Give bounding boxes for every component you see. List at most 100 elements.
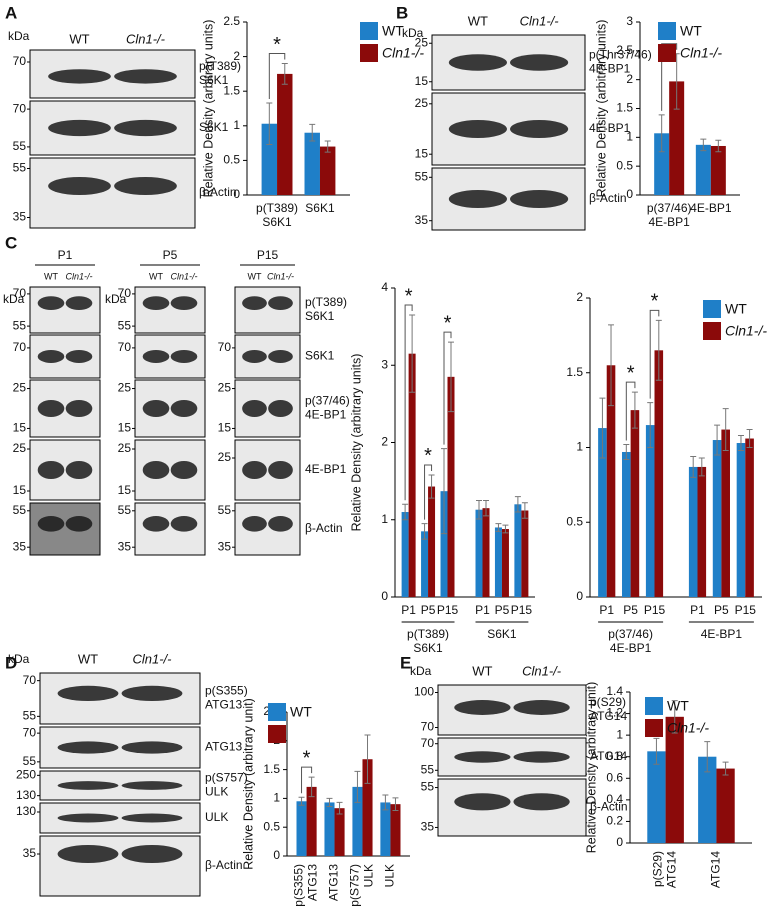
- group-label: p(T389) S6K1: [407, 627, 449, 655]
- legend-swatch: [360, 44, 378, 62]
- error-bar: [266, 102, 273, 145]
- column-header: P5: [163, 248, 178, 262]
- marker-label: 55: [218, 503, 232, 517]
- y-tick-label: 0: [381, 589, 388, 603]
- y-tick-label: 3: [626, 14, 633, 28]
- error-bar: [690, 455, 697, 478]
- y-tick-label: 1.5: [616, 101, 633, 115]
- bar: [630, 410, 640, 597]
- blot-band: [242, 516, 267, 532]
- y-tick-label: 0: [616, 835, 623, 849]
- blot-band: [242, 399, 267, 418]
- y-tick-label: 0.6: [606, 770, 623, 784]
- protein-label: p(S29) ATG14: [590, 695, 627, 723]
- marker-label: 25: [118, 381, 132, 395]
- x-tick-label: P1: [475, 603, 490, 617]
- marker-label: 250: [16, 768, 36, 782]
- legend-swatch: [268, 703, 286, 721]
- error-bar: [476, 499, 482, 520]
- legend-swatch: [268, 725, 286, 743]
- marker-label: 70: [13, 340, 27, 354]
- bar: [721, 429, 730, 597]
- x-tick-label: p(S29)ATG14: [651, 851, 679, 888]
- bar: [475, 509, 483, 597]
- error-bar: [746, 429, 753, 448]
- x-tick-label: P1: [690, 603, 705, 617]
- x-tick-label: p(S355)ATG13: [292, 864, 320, 907]
- error-bar: [722, 408, 729, 451]
- blot-band: [268, 516, 293, 532]
- blot-panel: [134, 286, 206, 334]
- error-bar: [714, 424, 721, 456]
- y-tick-label: 1.5: [223, 83, 240, 97]
- blot-band: [65, 516, 93, 532]
- blot-band: [510, 120, 569, 138]
- marker-label: 70: [421, 720, 435, 734]
- protein-label: p(37/46) 4E-BP1: [305, 394, 350, 422]
- legend-swatch: [645, 719, 663, 737]
- y-tick-label: 0: [273, 848, 280, 862]
- lane-label: Cln1-/-: [126, 31, 166, 46]
- legend-swatch: [658, 22, 676, 40]
- error-bar: [364, 734, 371, 784]
- lane-label: Cln1-/-: [522, 663, 562, 678]
- x-tick-label: P5: [421, 603, 436, 617]
- bar: [736, 443, 746, 597]
- blot-band: [114, 69, 177, 84]
- marker-label: 70: [13, 54, 27, 68]
- marker-label: 70: [118, 286, 132, 300]
- protein-label: β-Actin: [589, 191, 627, 205]
- blot-band: [57, 685, 119, 702]
- error-bar: [722, 761, 729, 776]
- panel-letter: A: [5, 3, 17, 22]
- error-bar: [698, 457, 705, 477]
- error-bar: [354, 770, 361, 803]
- error-bar: [704, 741, 711, 773]
- y-tick-label: 2: [233, 49, 240, 63]
- y-axis-label: Relative Density (arbitrary unit): [584, 682, 598, 854]
- x-tick-label: P5: [495, 603, 510, 617]
- significance-bracket: [649, 309, 660, 399]
- marker-label: 25: [415, 35, 429, 49]
- bar: [352, 786, 363, 856]
- bar: [421, 531, 429, 597]
- blot-band: [268, 461, 293, 479]
- marker-label: 25: [118, 441, 132, 455]
- blot-band: [268, 399, 293, 418]
- protein-label: ATG13: [205, 740, 242, 754]
- column-header: P1: [58, 248, 73, 262]
- legend-label: WT: [680, 23, 702, 39]
- blot-panel: [234, 502, 301, 556]
- marker-label: 55: [13, 161, 27, 175]
- error-bar: [608, 324, 615, 407]
- error-bar: [402, 503, 409, 521]
- kda-label: kDa: [8, 29, 30, 43]
- marker-label: 15: [118, 483, 132, 497]
- blot-band: [37, 296, 65, 310]
- bar: [306, 786, 317, 856]
- y-tick-label: 1.5: [566, 365, 583, 379]
- blot-panel: [134, 502, 206, 556]
- error-bar: [428, 474, 435, 499]
- y-tick-label: 2: [576, 290, 583, 304]
- y-tick-label: 0.2: [606, 814, 623, 828]
- blot-band: [242, 461, 267, 479]
- error-bar: [647, 402, 654, 448]
- error-bar: [336, 801, 343, 815]
- marker-label: 55: [415, 169, 429, 183]
- marker-label: 35: [13, 210, 27, 224]
- panel-letter: E: [400, 653, 411, 672]
- y-tick-label: 1.2: [606, 706, 623, 720]
- marker-label: 15: [415, 74, 429, 88]
- bar: [319, 146, 336, 195]
- bar: [408, 353, 416, 597]
- protein-label: β-Actin: [590, 800, 628, 814]
- legend-swatch: [658, 44, 676, 62]
- marker-label: 15: [13, 483, 27, 497]
- kda-label: kDa: [8, 652, 30, 666]
- blot-panel: [437, 778, 587, 837]
- blot-band: [121, 685, 183, 702]
- protein-label: p(S355) ATG13: [205, 684, 248, 712]
- blot-panel: [39, 672, 201, 725]
- legend-label: Cln1-/-: [382, 45, 424, 61]
